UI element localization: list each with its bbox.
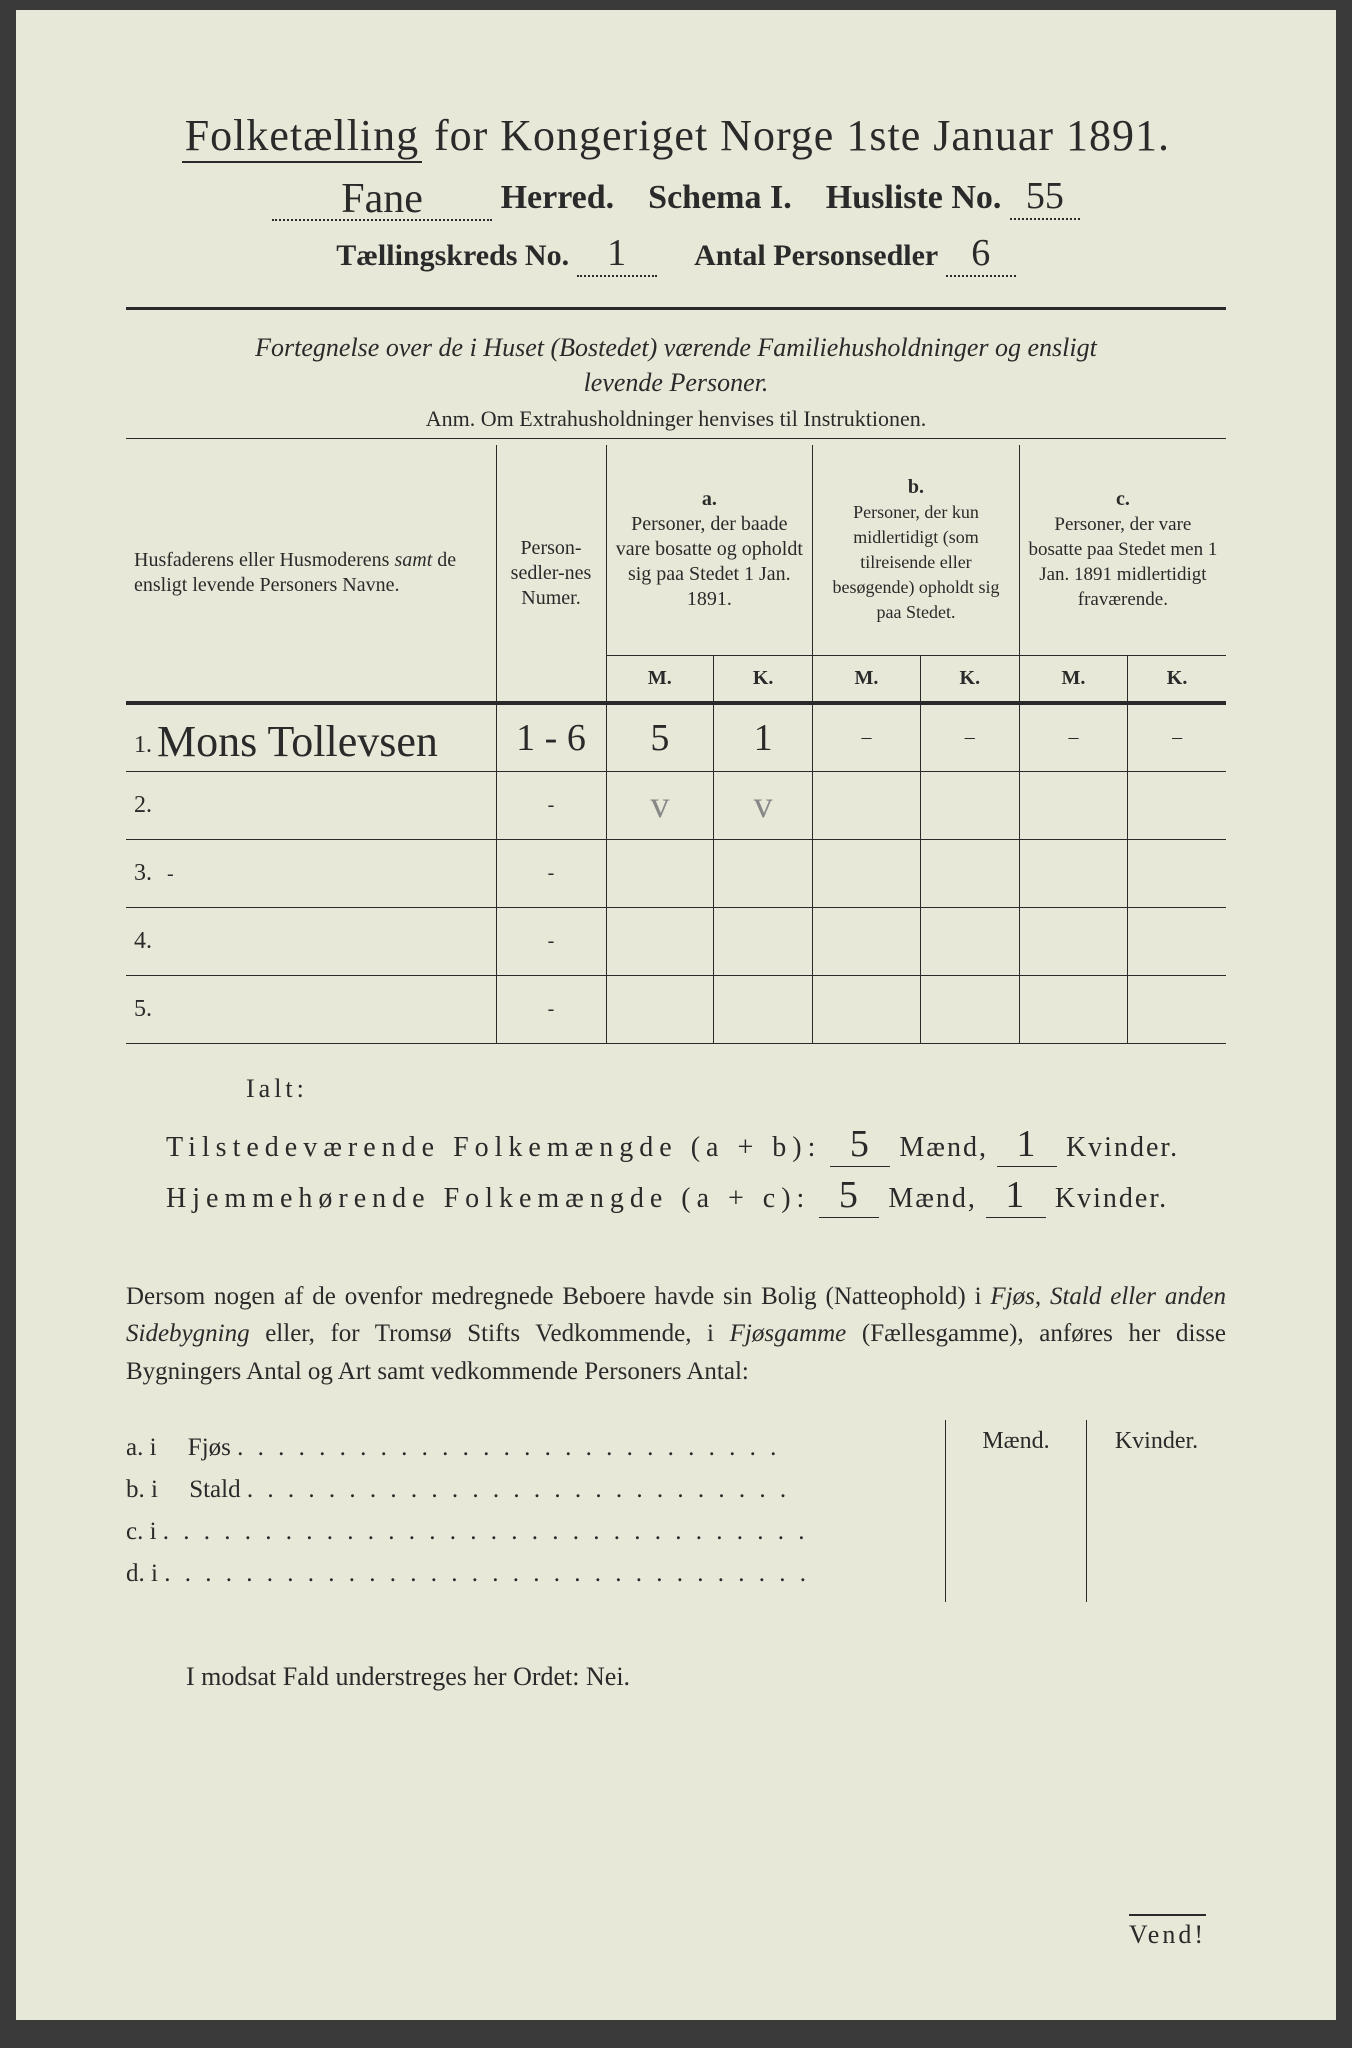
page-title: Folketælling for Kongeriget Norge 1ste J… xyxy=(126,110,1226,163)
maend-col: Mænd. xyxy=(946,1420,1086,1602)
side-building-block: a. i Fjøs . . . . . . . . . . . . . . . … xyxy=(126,1420,1226,1602)
vend-label: Vend! xyxy=(1129,1914,1206,1950)
col-c-m: M. xyxy=(1019,655,1127,703)
col-b-k: K. xyxy=(920,655,1019,703)
side-row: b. i Stald . . . . . . . . . . . . . . .… xyxy=(126,1476,945,1504)
husliste-no: 55 xyxy=(1026,175,1064,217)
table-row: 4. - xyxy=(126,907,1226,975)
antal-value: 6 xyxy=(971,232,990,274)
sum-resident: Hjemmehørende Folkemængde (a + c): 5 Mæn… xyxy=(166,1173,1226,1218)
person-name: Mons Tollevsen xyxy=(157,717,438,766)
col-c-k: K. xyxy=(1128,655,1226,703)
kreds-line: Tællingskreds No. 1 Antal Personsedler 6 xyxy=(126,231,1226,277)
side-row: c. i . . . . . . . . . . . . . . . . . .… xyxy=(126,1518,945,1546)
col-name-header: Husfaderens eller Husmoderens samt de en… xyxy=(126,445,496,703)
col-a-k: K. xyxy=(714,655,813,703)
main-table: Husfaderens eller Husmoderens samt de en… xyxy=(126,445,1226,1044)
kreds-no: 1 xyxy=(607,232,626,274)
col-c-header: c. Personer, der vare bosatte paa Stedet… xyxy=(1019,445,1226,655)
divider xyxy=(126,307,1226,310)
table-row: 1. Mons Tollevsen 1 - 6 5 1 – – – – xyxy=(126,703,1226,771)
table-row: 5. - xyxy=(126,975,1226,1043)
herred-value: Fane xyxy=(341,176,423,222)
side-row: a. i Fjøs . . . . . . . . . . . . . . . … xyxy=(126,1434,945,1462)
subtitle: Fortegnelse over de i Huset (Bostedet) v… xyxy=(126,330,1226,400)
sum-present: Tilstedeværende Folkemængde (a + b): 5 M… xyxy=(166,1122,1226,1167)
herred-line: Fane Herred. Schema I. Husliste No. 55 xyxy=(126,171,1226,221)
col-b-header: b. Personer, der kun midlertidigt (som t… xyxy=(813,445,1020,655)
col-a-header: a. Personer, der baade vare bosatte og o… xyxy=(606,445,813,655)
ialt-label: Ialt: xyxy=(246,1074,1226,1104)
mk-box: Mænd. Kvinder. xyxy=(945,1420,1226,1602)
table-row: 3. - - xyxy=(126,839,1226,907)
kvinder-col: Kvinder. xyxy=(1086,1420,1226,1602)
nei-line: I modsat Fald understreges her Ordet: Ne… xyxy=(186,1662,1226,1692)
census-form-page: Folketælling for Kongeriget Norge 1ste J… xyxy=(16,10,1336,2020)
divider xyxy=(126,438,1226,439)
col-numer-header: Person-sedler-nes Numer. xyxy=(496,445,606,703)
side-row: d. i . . . . . . . . . . . . . . . . . .… xyxy=(126,1560,945,1588)
col-a-m: M. xyxy=(606,655,714,703)
table-row: 2. - v v xyxy=(126,771,1226,839)
col-b-m: M. xyxy=(813,655,921,703)
side-building-paragraph: Dersom nogen af de ovenfor medregnede Be… xyxy=(126,1278,1226,1391)
anm-note: Anm. Om Extrahusholdninger henvises til … xyxy=(126,406,1226,432)
